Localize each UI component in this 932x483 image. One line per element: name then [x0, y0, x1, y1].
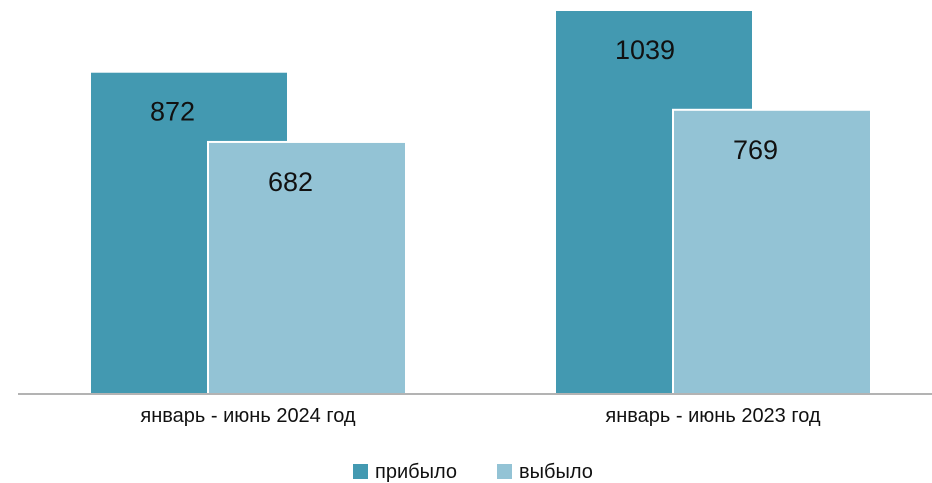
bars-group: 872 682 1039 769 [89, 9, 872, 395]
legend-swatch-departed [497, 464, 512, 479]
category-labels-group: январь - июнь 2024 год январь - июнь 2023… [140, 405, 820, 427]
data-label-arrived-1: 1039 [615, 35, 675, 65]
legend-swatch-arrived [353, 464, 368, 479]
category-label-0: январь - июнь 2024 год [140, 405, 355, 427]
legend-label-departed: выбыло [519, 461, 593, 483]
bar-departed-0 [207, 140, 407, 395]
data-label-arrived-0: 872 [150, 97, 195, 127]
data-label-departed-0: 682 [268, 167, 313, 197]
legend-label-arrived: прибыло [375, 461, 457, 483]
category-label-1: январь - июнь 2023 год [605, 405, 820, 427]
legend: прибыло выбыло [353, 461, 593, 483]
data-label-departed-1: 769 [733, 135, 778, 165]
bar-departed-1 [672, 108, 872, 395]
